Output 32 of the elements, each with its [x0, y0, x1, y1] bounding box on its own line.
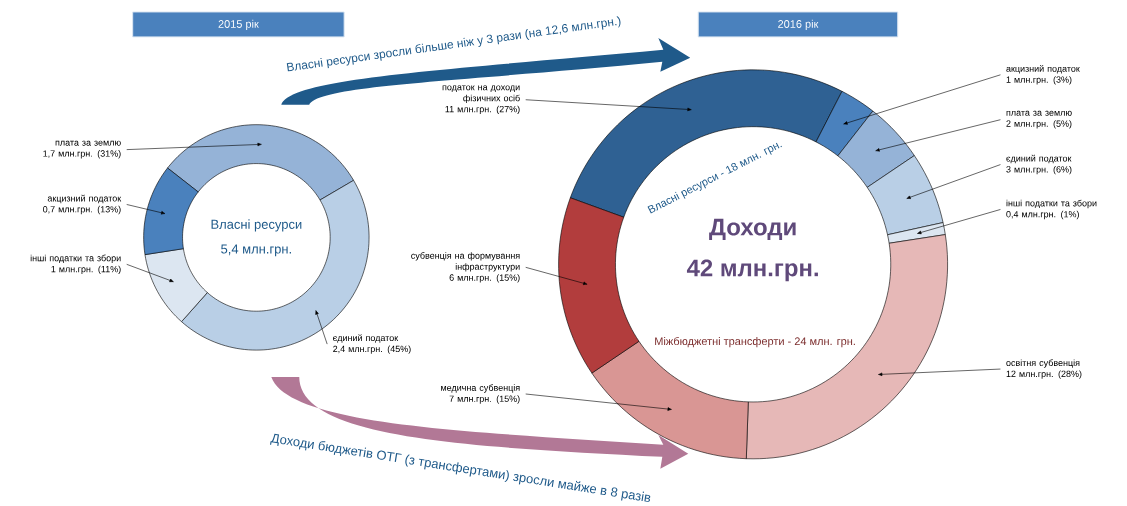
slice-label: субвенція на формування інфраструктури [411, 252, 520, 272]
data-label: 0,7 млн.грн. (13%) [43, 205, 121, 215]
slice-label: інші податки та збори [30, 254, 121, 264]
data-label: 11 млн.грн. (27%) [445, 105, 520, 115]
slice-label: податок на доходи фізичних осіб [442, 85, 520, 104]
slice-label: акцизний податок [47, 194, 122, 204]
data-label: 0,4 млн.грн. (1%) [1006, 210, 1079, 220]
slice-label: плата за землю [1006, 110, 1072, 116]
text: Власні ресурси [211, 219, 302, 232]
text: 5,4 млн.грн. [221, 244, 291, 257]
data-label: 1,7 млн.грн. (31%) [43, 150, 121, 159]
data-label: 2,4 млн.грн. (45%) [333, 345, 411, 354]
data-label: 6 млн.грн. (15%) [449, 274, 520, 283]
slice-label: медична субвенція [441, 384, 520, 393]
text: Власні ресурси зросли більше ніж у 3 рази (на 12,6 млн.грн.) [286, 16, 621, 72]
chart-title: 2015 рік [218, 19, 259, 30]
chart-title: 2016 рік [778, 19, 819, 30]
data-label: 3 млн.грн. (6%) [1006, 165, 1072, 175]
slice-label: освітня субвенція [1006, 359, 1080, 368]
data-label: 2 млн.грн. (5%) [1006, 120, 1072, 129]
slice-label: єдиний податок [333, 334, 399, 343]
data-label: 1 млн.грн. (3%) [1006, 76, 1072, 85]
slice-label: інші податки та збори [1006, 199, 1097, 209]
slice-label: плата за землю [55, 140, 121, 146]
data-label: 12 млн.грн. (28%) [1006, 370, 1082, 379]
data-label: 7 млн.грн. (15%) [449, 395, 520, 404]
data-label: 1 млн.грн. (11%) [51, 265, 121, 274]
text: Міжбюджетні трансферти - 24 млн. грн. [655, 336, 855, 348]
text: 42 млн.грн. [686, 259, 818, 282]
text: Доходи [709, 218, 796, 240]
slice-label: акцизний податок [1006, 65, 1080, 74]
slice-label: єдиний податок [1006, 154, 1072, 164]
